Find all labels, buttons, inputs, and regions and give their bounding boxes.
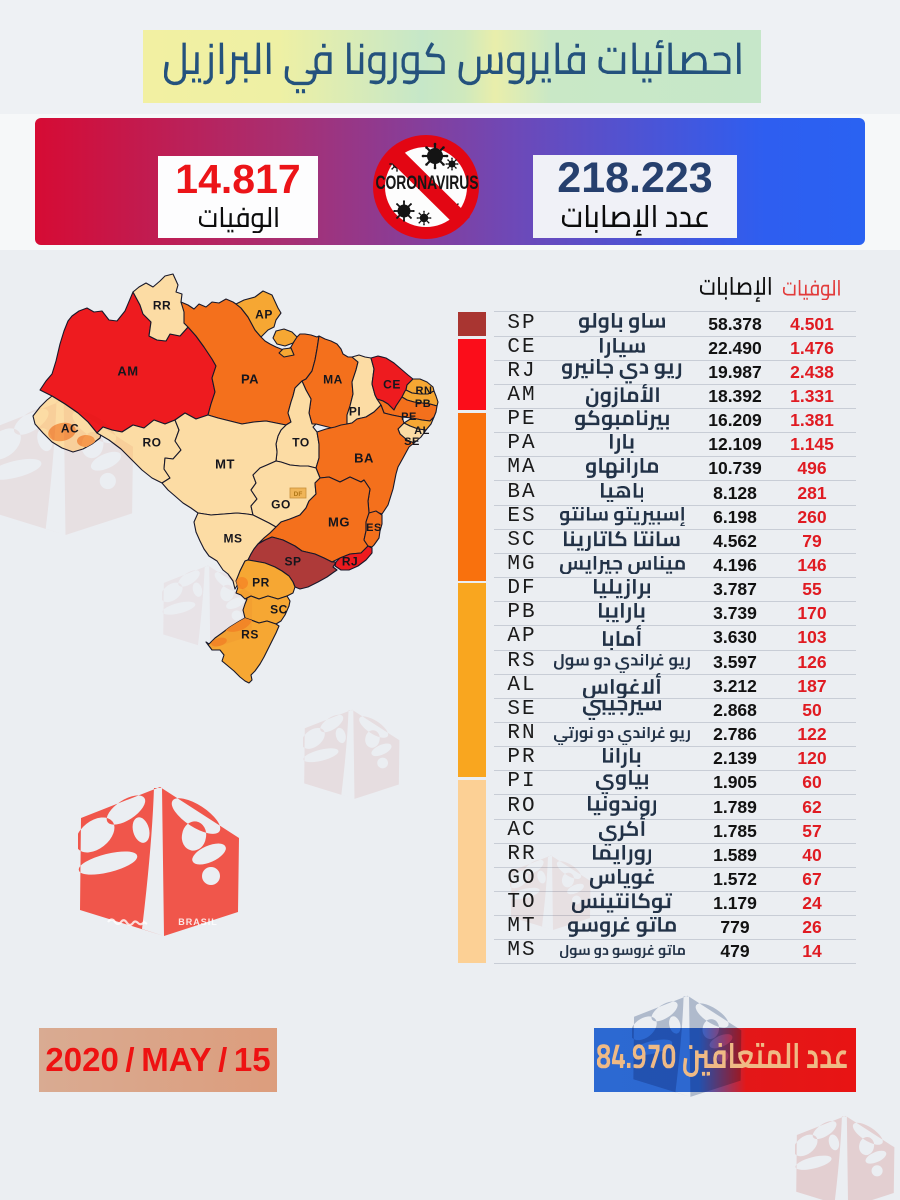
svg-text:ES: ES <box>366 522 382 534</box>
svg-text:RJ: RJ <box>342 554 358 568</box>
svg-text:MS: MS <box>224 531 243 545</box>
svg-text:RR: RR <box>153 298 171 312</box>
svg-text:PA: PA <box>241 372 259 387</box>
svg-text:AP: AP <box>255 307 273 321</box>
svg-text:MG: MG <box>328 515 350 530</box>
svg-text:RN: RN <box>416 385 433 397</box>
svg-text:PI: PI <box>349 404 361 418</box>
svg-text:BA: BA <box>354 451 374 466</box>
svg-text:RO: RO <box>143 435 162 449</box>
svg-text:PR: PR <box>252 575 270 589</box>
svg-text:CORONAVIRUS: CORONAVIRUS <box>376 173 479 194</box>
svg-text:MT: MT <box>215 457 235 472</box>
svg-text:PB: PB <box>415 398 431 410</box>
svg-text:SE: SE <box>404 436 420 448</box>
svg-text:CE: CE <box>383 377 401 391</box>
svg-text:BRASIL: BRASIL <box>178 917 218 927</box>
svg-text:SP: SP <box>284 554 301 568</box>
svg-text:SC: SC <box>270 602 288 616</box>
svg-text:AL: AL <box>414 425 430 437</box>
svg-text:DF: DF <box>294 491 303 498</box>
svg-text:AM: AM <box>117 364 138 379</box>
svg-text:PE: PE <box>401 411 417 423</box>
svg-text:MA: MA <box>323 372 343 386</box>
svg-text:TO: TO <box>292 435 309 449</box>
svg-text:GO: GO <box>271 497 291 511</box>
